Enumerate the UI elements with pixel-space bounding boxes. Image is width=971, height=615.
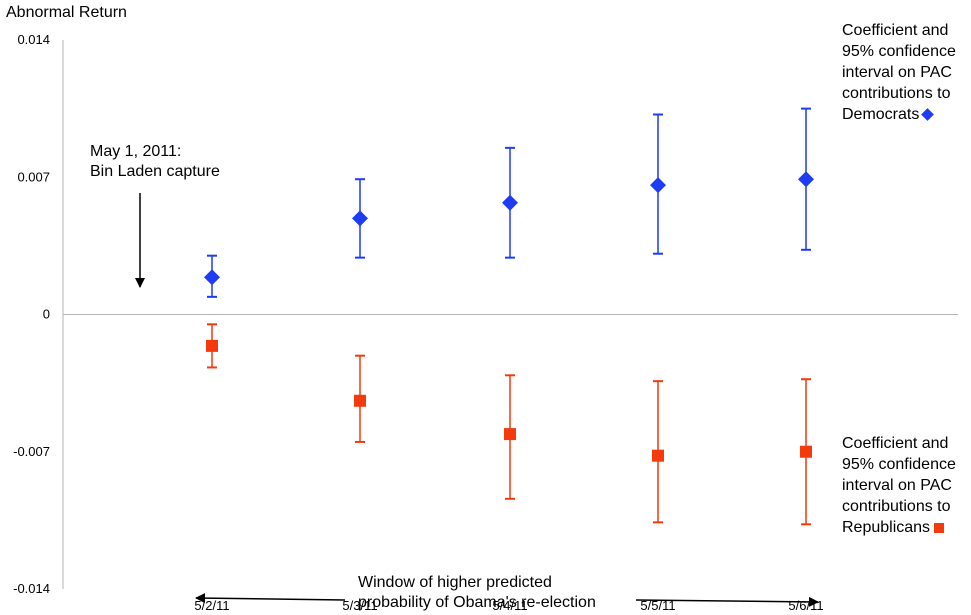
legend-dem-line-2: 95% confidence [842,43,956,60]
legend-rep-line-2: 95% confidence [842,456,956,473]
window-annotation: Window of higher predicted probability o… [358,574,596,611]
legend-rep-label: Republicans [842,519,931,536]
legend-rep-line-1: Coefficient and [842,435,949,452]
y-tick-label: 0.007 [17,169,50,184]
y-tick-label: 0.014 [17,32,50,47]
x-tick-label: 5/6/11 [788,598,823,613]
data-point-democrats [798,171,814,188]
y-axis-title: Abnormal Return [6,4,127,21]
diamond-marker-icon [921,108,935,122]
data-point-democrats [204,269,220,286]
data-point-republicans [206,339,218,352]
legend-rep-line-4: contributions to [842,498,951,515]
data-point-democrats [352,210,368,227]
event-annotation: May 1, 2011: Bin Laden capture [90,143,220,180]
y-tick-label: -0.014 [13,581,50,596]
legend-rep-line-5: Republicans [842,517,956,538]
x-tick-label: 5/3/11 [342,598,377,613]
data-point-republicans [652,449,664,462]
data-point-republicans [800,445,812,458]
legend-dem-line-1: Coefficient and [842,22,949,39]
legend-dem-line-4: contributions to [842,85,951,102]
legend-dem-line-3: interval on PAC [842,64,952,81]
y-tick-label: 0 [43,307,50,322]
legend-dem-label: Democrats [842,106,920,123]
legend-rep-line-3: interval on PAC [842,477,952,494]
data-point-republicans [504,428,516,441]
data-point-democrats [502,194,518,211]
data-point-republicans [354,394,366,407]
legend-republicans: Coefficient and 95% confidence interval … [842,433,956,538]
square-marker-icon [934,522,945,533]
legend-dem-line-5: Democrats [842,104,956,125]
x-tick-label: 5/5/11 [640,598,675,613]
x-tick-label: 5/2/11 [194,598,229,613]
legend-democrats: Coefficient and 95% confidence interval … [842,20,956,125]
window-arrow-right [635,596,819,607]
x-tick-label: 5/4/11 [492,598,527,613]
window-arrow-left [195,593,346,604]
data-point-democrats [650,177,666,194]
y-tick-label: -0.007 [13,444,50,459]
